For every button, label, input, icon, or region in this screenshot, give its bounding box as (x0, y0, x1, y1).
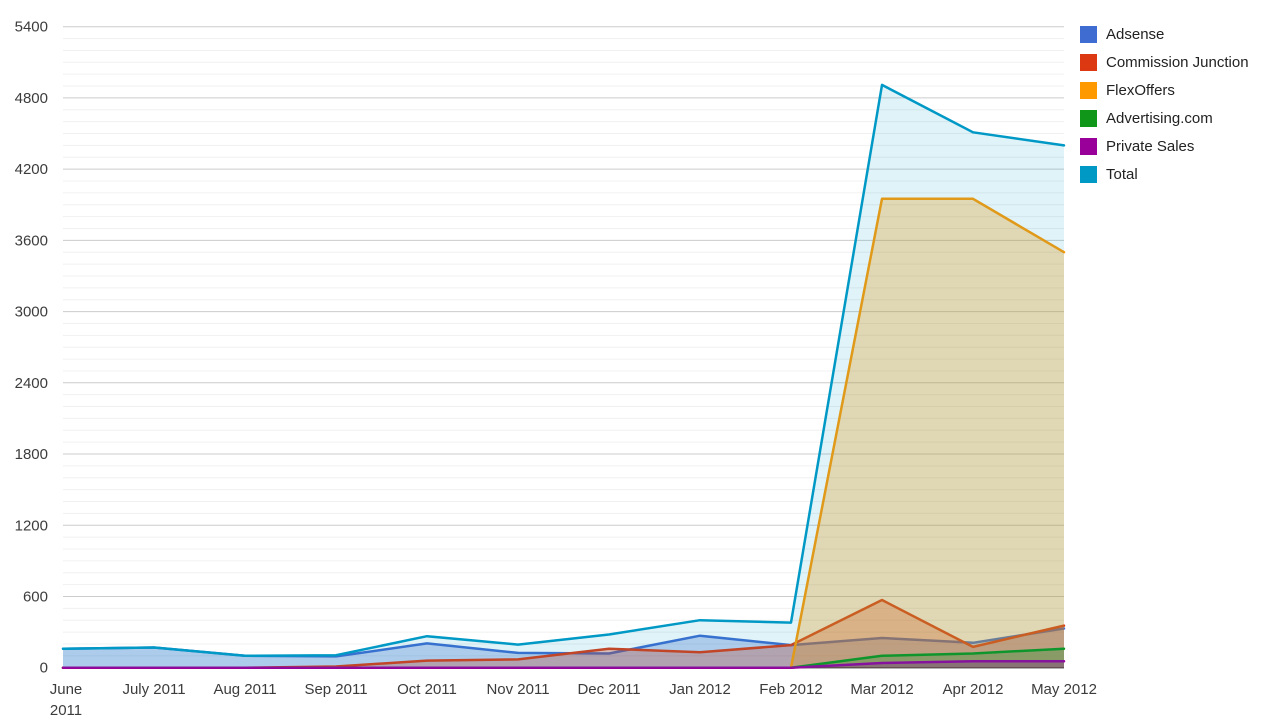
legend-swatch-advertising-com-icon (1080, 110, 1097, 127)
series-area-adsense (63, 628, 1064, 668)
y-tick-label: 1200 (15, 517, 48, 534)
legend-swatch-private-sales-icon (1080, 138, 1097, 155)
y-tick-label: 1800 (15, 446, 48, 463)
legend-label-advertising-com: Advertising.com (1106, 110, 1213, 127)
major-gridlines (63, 26, 1064, 597)
legend-swatch-commission-junction-icon (1080, 54, 1097, 71)
y-tick-label: 600 (23, 588, 48, 605)
series-area-total (63, 84, 1064, 668)
x-tick-label: Jan 2012 (669, 681, 731, 698)
legend-item-adsense: Adsense (1080, 26, 1249, 43)
x-tick-label: July 2011 (122, 681, 185, 698)
y-tick-label: 2400 (15, 375, 48, 392)
legend-label-flexoffers: FlexOffers (1106, 82, 1175, 99)
y-axis-labels: 0 600 1200 1800 2400 3000 3600 4200 4800 5400 (15, 19, 48, 677)
series-line-private-sales (61, 659, 1066, 669)
y-tick-label: 3000 (15, 304, 48, 321)
legend-label-total: Total (1106, 166, 1138, 183)
series-line-total (61, 83, 1066, 658)
legend-swatch-adsense-icon (1080, 26, 1097, 43)
x-tick-label: Oct 2011 (397, 681, 457, 698)
legend-item-advertising-com: Advertising.com (1080, 110, 1249, 127)
legend-item-flexoffers: FlexOffers (1080, 82, 1249, 99)
x-tick-label: Apr 2012 (943, 681, 1004, 698)
legend-label-adsense: Adsense (1106, 26, 1165, 43)
y-tick-label: 4200 (15, 161, 48, 178)
legend-swatch-flexoffers-icon (1080, 82, 1097, 99)
x-tick-label: June 2011 (50, 681, 83, 719)
legend-item-commission-junction: Commission Junction (1080, 54, 1249, 71)
legend-item-total: Total (1080, 166, 1249, 183)
y-tick-label: 3600 (15, 232, 48, 249)
x-tick-label: Sep 2011 (304, 681, 367, 698)
x-tick-label: Dec 2011 (577, 681, 640, 698)
x-tick-label: May 2012 (1031, 681, 1097, 698)
series-area-commission-junction (63, 600, 1064, 668)
legend-label-private-sales: Private Sales (1106, 138, 1195, 155)
x-axis-labels: June 2011 July 2011 Aug 2011 Sep 2011 Oct 201… (50, 681, 1097, 719)
legend-item-private-sales: Private Sales (1080, 138, 1249, 155)
x-tick-label: Aug 2011 (213, 681, 276, 698)
y-tick-label: 0 (40, 660, 48, 677)
legend: Adsense Commission Junction FlexOffers A… (1080, 26, 1249, 194)
legend-label-commission-junction: Commission Junction (1106, 54, 1249, 71)
y-tick-label: 5400 (15, 19, 48, 36)
x-tick-label: Nov 2011 (486, 681, 549, 698)
x-tick-label: Mar 2012 (850, 681, 913, 698)
y-tick-label: 4800 (15, 90, 48, 107)
x-tick-label: Feb 2012 (759, 681, 822, 698)
legend-swatch-total-icon (1080, 166, 1097, 183)
minor-gridlines (63, 38, 1064, 657)
